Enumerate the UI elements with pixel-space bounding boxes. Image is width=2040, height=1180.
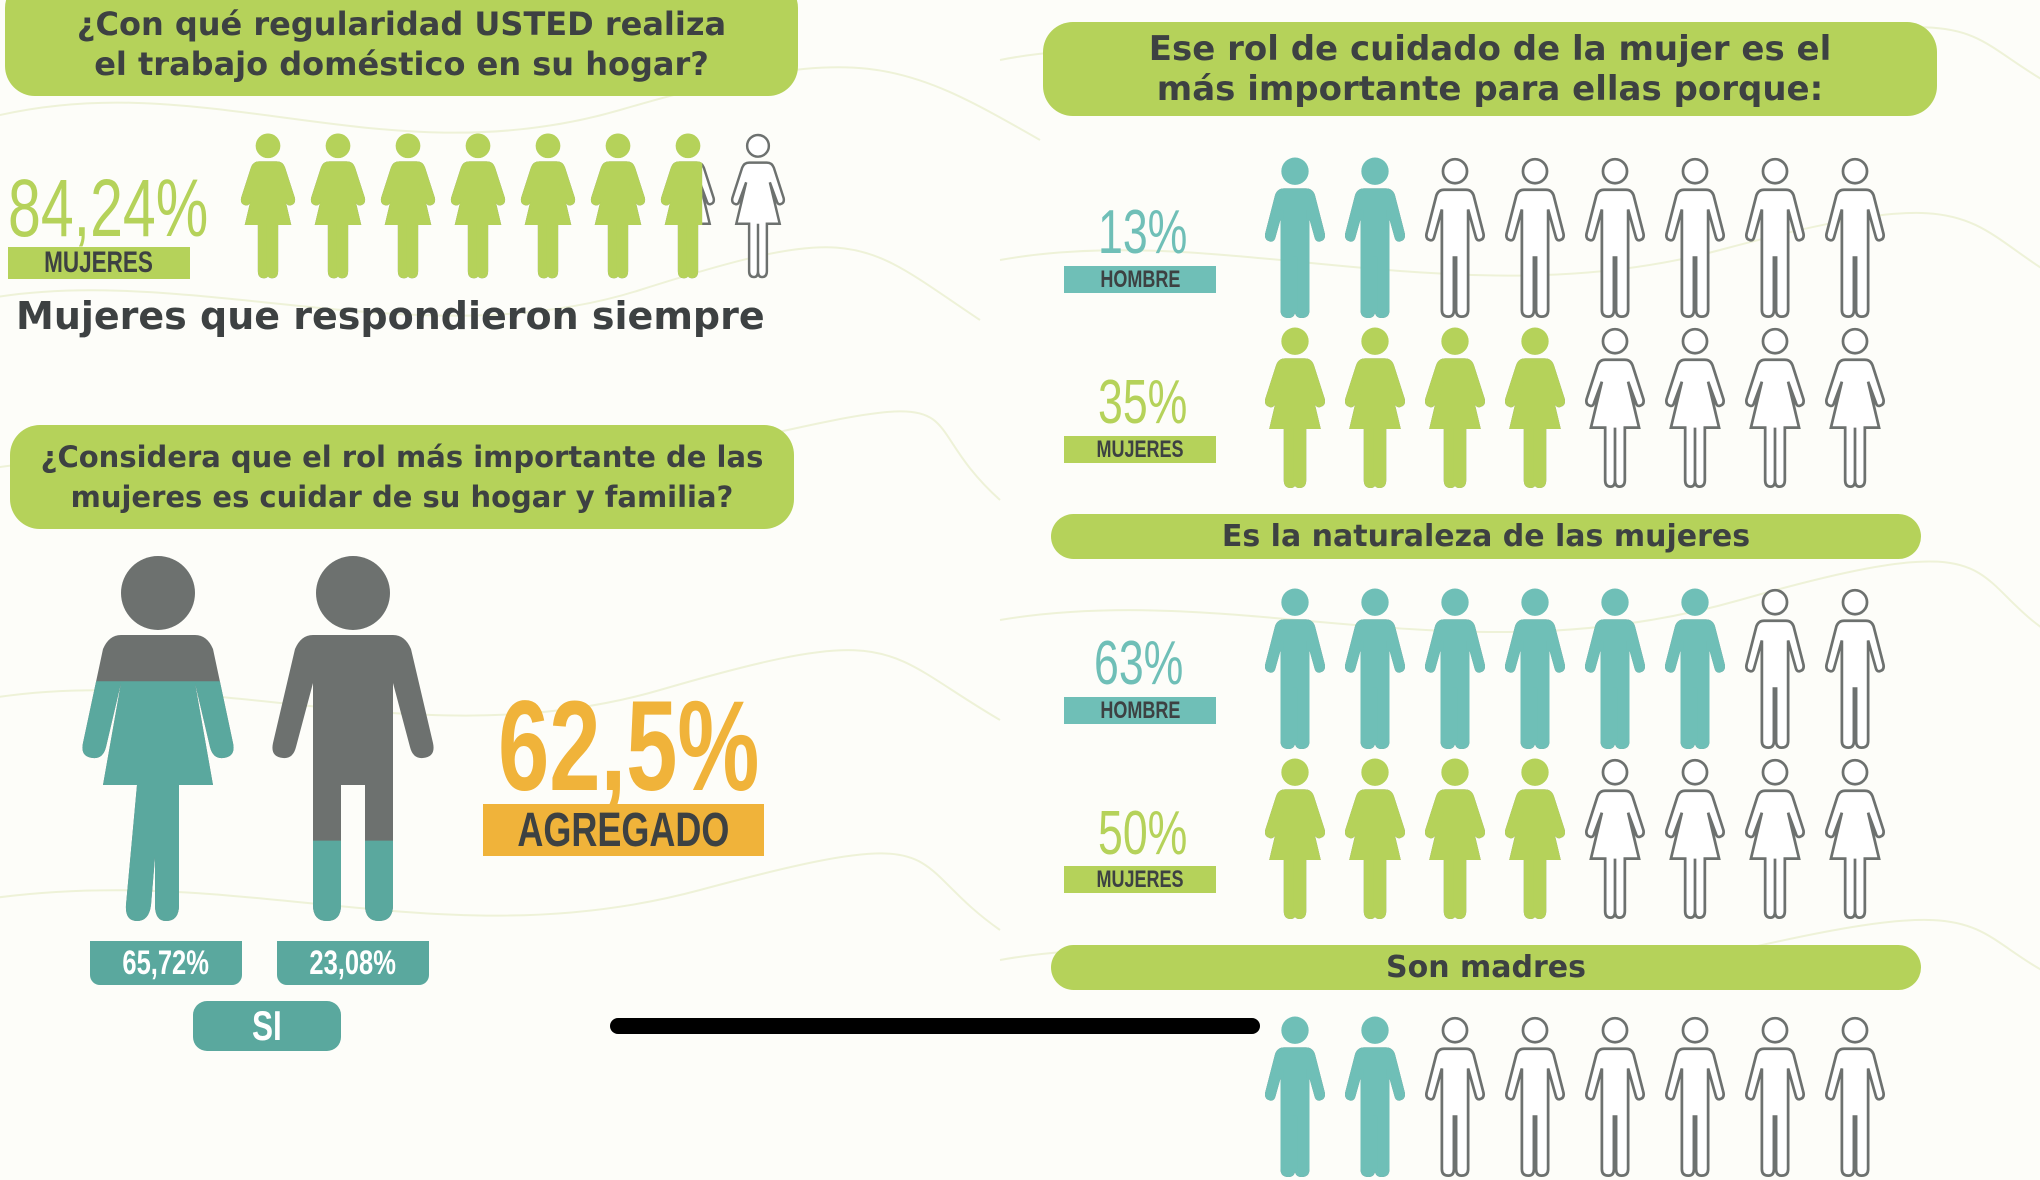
question-line-2: el trabajo doméstico en su hogar? [94,45,709,83]
man-icon [1345,588,1405,749]
woman-icon [1425,758,1485,919]
man-icon [1825,1016,1885,1177]
reason-pill-madres: Son madres [1051,945,1921,990]
woman-icon [1265,327,1325,488]
man-icon [1345,157,1405,318]
woman-icon [380,133,436,279]
percent-hombre-g1: 13% [1098,198,1188,267]
woman-icon [1345,327,1405,488]
percent-mujeres-siempre: 84,24% [8,163,209,254]
caption-siempre: Mujeres que respondieron siempre [16,294,765,338]
man-icon [1265,1016,1325,1177]
aggregate-label: AGREGADO [483,804,764,857]
woman-icon [1505,327,1565,488]
men-icons-row-g2 [1257,588,1897,752]
large-woman-icon [82,556,234,921]
man-icon [1825,588,1885,749]
man-icon [1745,157,1805,318]
men-icons-row-partial [1257,1016,1897,1180]
tag-mujeres-g2: MUJERES [1064,866,1216,893]
man-icon [1265,157,1325,318]
man-icon [1585,1016,1645,1177]
woman-icon [590,133,646,279]
woman-percent-badge: 65,72% [90,941,242,985]
women-icons-row [238,133,798,281]
tag-mujeres: MUJERES [8,246,190,279]
women-icons-row-g1 [1257,327,1897,491]
header-pill-reasons: Ese rol de cuidado de la mujer es el más… [1043,22,1937,116]
man-icon [1665,1016,1725,1177]
tag-hombre-g2: HOMBRE [1064,697,1216,724]
man-icon [1505,157,1565,318]
man-icon [1825,157,1885,318]
reason-pill-naturaleza: Es la naturaleza de las mujeres [1051,514,1921,559]
woman-icon [1345,758,1405,919]
man-percent-badge: 23,08% [277,941,429,985]
percent-hombre-g2: 63% [1094,629,1184,698]
woman-icon [310,133,366,279]
woman-icon [1425,327,1485,488]
woman-icon [1585,327,1645,488]
woman-icon [1585,758,1645,919]
man-icon [1265,588,1325,749]
tag-mujeres-g1: MUJERES [1064,436,1216,463]
header-line-1: Ese rol de cuidado de la mujer es el [1148,29,1832,69]
home-indicator-bar[interactable] [610,1018,1260,1034]
woman-icon [1665,758,1725,919]
woman-icon [240,133,296,279]
man-icon [1425,588,1485,749]
man-icon [1425,1016,1485,1177]
man-icon [1745,588,1805,749]
woman-icon [1745,327,1805,488]
question-line-2: mujeres es cuidar de su hogar y familia? [70,480,734,514]
man-icon [1505,588,1565,749]
man-icon [1665,588,1725,749]
header-line-2: más importante para ellas porque: [1156,69,1824,109]
large-man-icon [272,556,434,921]
man-icon [1505,1016,1565,1177]
question-pill-domestic-work: ¿Con qué regularidad USTED realiza el tr… [5,0,798,96]
woman-icon [1505,758,1565,919]
man-icon [1585,157,1645,318]
woman-icon [1825,327,1885,488]
man-icon [1665,157,1725,318]
women-icons-row-g2 [1257,758,1897,922]
woman-icon [660,133,716,279]
woman-icon [520,133,576,279]
answer-si-badge: SI [193,1001,341,1051]
woman-icon [730,133,786,279]
tag-hombre-g1: HOMBRE [1064,266,1216,293]
question-line-1: ¿Con qué regularidad USTED realiza [76,5,727,43]
percent-mujeres-g1: 35% [1098,368,1188,437]
woman-icon [1825,758,1885,919]
man-icon [1745,1016,1805,1177]
question-pill-role: ¿Considera que el rol más importante de … [10,425,794,529]
man-icon [1425,157,1485,318]
man-icon [1345,1016,1405,1177]
woman-icon [1665,327,1725,488]
percent-mujeres-g2: 50% [1098,799,1188,868]
aggregate-percent: 62,5% [498,675,760,818]
men-icons-row-g1 [1257,157,1897,321]
woman-icon [450,133,506,279]
woman-icon [1265,758,1325,919]
question-line-1: ¿Considera que el rol más importante de … [40,440,764,474]
man-icon [1585,588,1645,749]
woman-icon [1745,758,1805,919]
